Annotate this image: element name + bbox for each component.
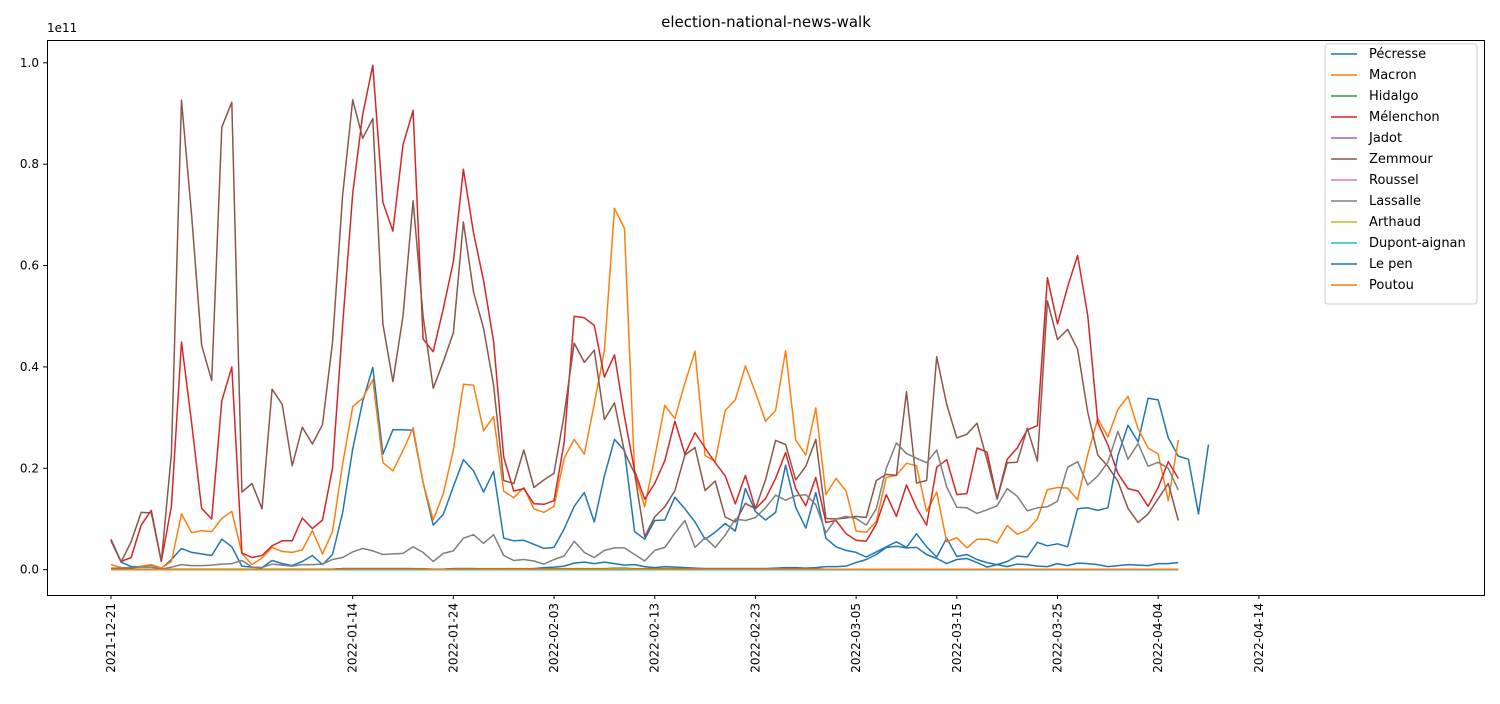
x-tick-label: 2022-02-13: [648, 603, 662, 673]
series-line-7: [111, 430, 1179, 570]
plot-area-frame: [47, 40, 1485, 596]
x-tick-label: 2022-04-04: [1151, 603, 1165, 673]
x-axis: 2021-12-21 2022-01-14 2022-01-24 2022-02-03…: [104, 595, 1266, 673]
legend-entry: Poutou: [1369, 278, 1414, 293]
x-tick-label: 2022-04-14: [1252, 603, 1266, 673]
legend-entry: Mélenchon: [1369, 110, 1440, 125]
x-tick-label: 2022-03-25: [1051, 603, 1065, 673]
y-axis: 0.0 0.2 0.4 0.6 0.8 1.0: [20, 56, 47, 577]
legend: Pécresse Macron Hidalgo Mélenchon Jadot Zemmo…: [1324, 43, 1478, 305]
legend-entry: Macron: [1369, 68, 1417, 83]
legend-entry: Hidalgo: [1369, 89, 1418, 104]
y-tick-label: 0.0: [20, 563, 39, 577]
legend-entry: Dupont-aignan: [1369, 236, 1466, 251]
chart-title: election-national-news-walk: [661, 13, 871, 31]
x-tick-label: 2022-01-14: [346, 603, 360, 673]
legend-entry: Zemmour: [1369, 152, 1433, 167]
y-tick-label: 0.2: [20, 461, 39, 475]
x-tick-label: 2022-01-24: [446, 603, 460, 673]
series-line-0: [110, 366, 1210, 570]
legend-entry: Roussel: [1369, 173, 1419, 188]
x-tick-label: 2022-03-15: [950, 603, 964, 673]
legend-entry: Pécresse: [1369, 47, 1426, 62]
y-tick-label: 0.8: [20, 157, 39, 171]
legend-entry: Arthaud: [1369, 215, 1421, 230]
series-line-3: [110, 64, 1179, 563]
x-tick-label: 2022-03-05: [849, 603, 863, 673]
series-lines: [110, 64, 1210, 571]
x-tick-label: 2021-12-21: [104, 603, 118, 673]
series-line-10: [111, 545, 1179, 571]
y-tick-label: 0.6: [20, 259, 39, 273]
y-tick-label: 0.4: [20, 360, 39, 374]
legend-entry: Lassalle: [1369, 194, 1421, 209]
y-tick-label: 1.0: [20, 56, 39, 70]
series-line-5: [110, 99, 1180, 563]
legend-entry: Le pen: [1369, 257, 1413, 272]
series-line-11: [111, 567, 1179, 571]
legend-box: [1324, 43, 1478, 305]
x-tick-label: 2022-02-03: [547, 603, 561, 673]
y-axis-offset-label: 1e11: [47, 21, 77, 35]
legend-entry: Jadot: [1368, 131, 1402, 146]
x-tick-label: 2022-02-23: [748, 603, 762, 673]
series-line-1: [110, 207, 1180, 569]
